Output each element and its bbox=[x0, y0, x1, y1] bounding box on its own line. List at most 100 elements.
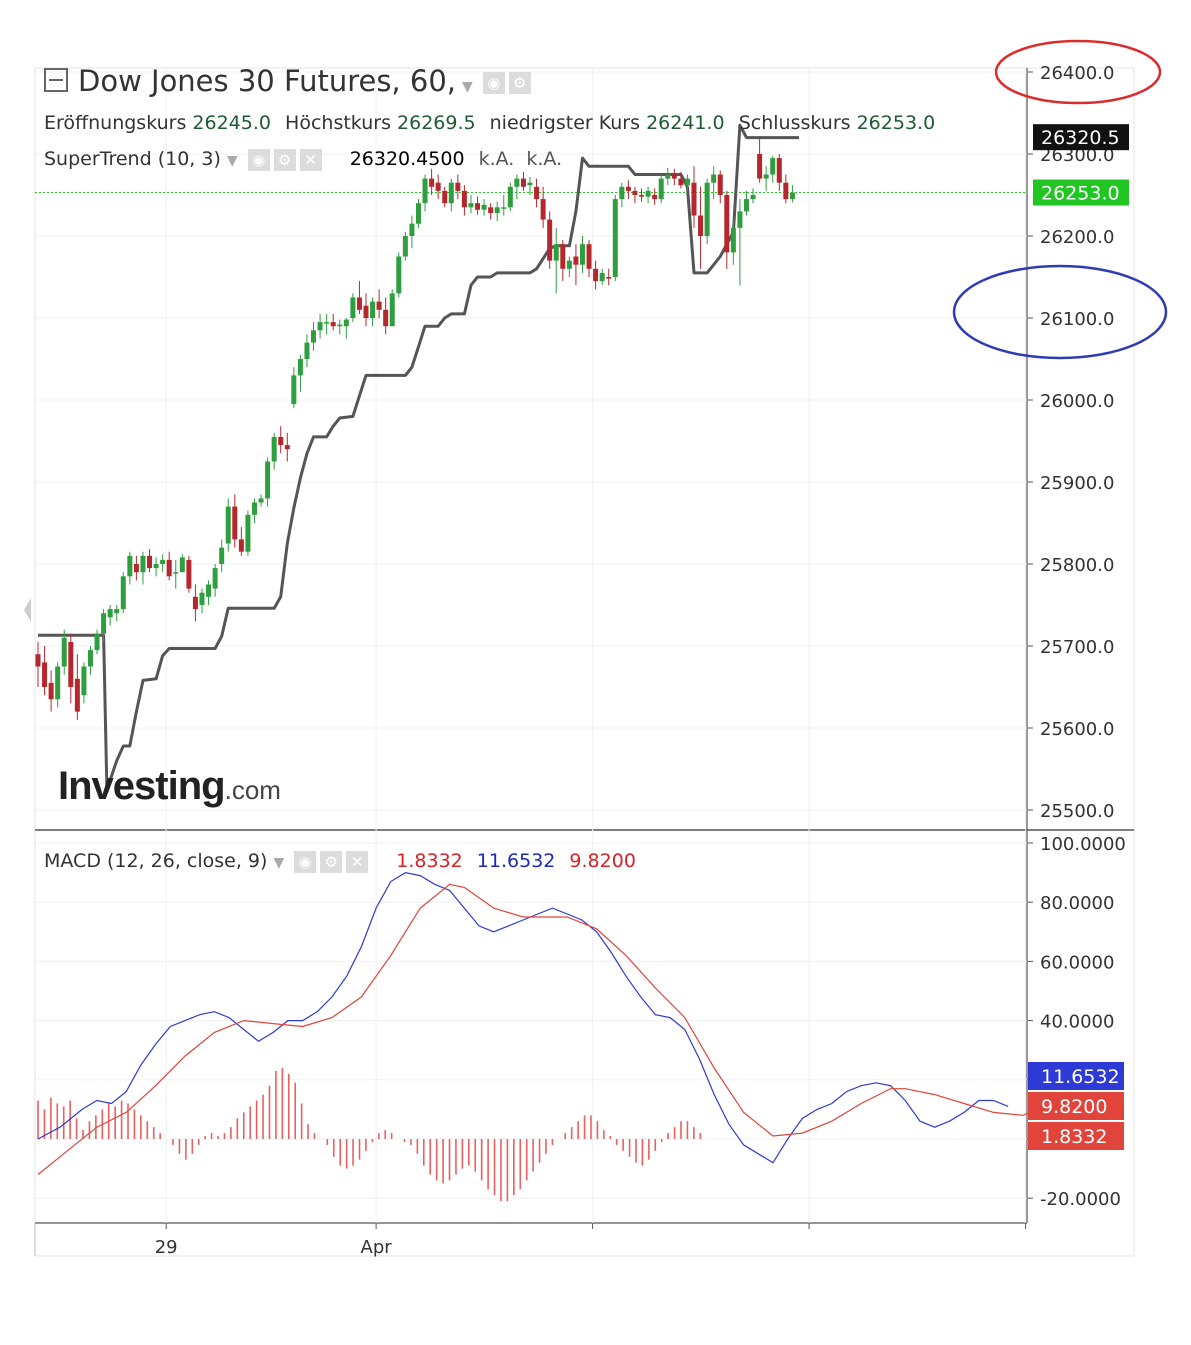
candle-body bbox=[199, 592, 205, 605]
gear-icon[interactable]: ⚙ bbox=[508, 72, 531, 94]
gear-icon[interactable]: ⚙ bbox=[273, 148, 296, 171]
candle-body bbox=[87, 650, 93, 667]
supertrend-line bbox=[38, 123, 799, 791]
candle-body bbox=[304, 342, 310, 359]
macd-legend[interactable]: MACD (12, 26, close, 9) ▼ ◉ ⚙ ✕ 1.8332 11.65… bbox=[44, 850, 636, 873]
candle-body bbox=[579, 244, 585, 265]
macd-hist-value: 1.8332 bbox=[396, 850, 463, 872]
macd-tick-label: 60.0000 bbox=[1040, 952, 1114, 973]
candle-body bbox=[540, 199, 546, 220]
candle-body bbox=[724, 195, 730, 253]
candle-body bbox=[429, 178, 435, 187]
candle-body bbox=[520, 178, 526, 187]
candle-body bbox=[114, 609, 120, 614]
price-tick-label: 25800.0 bbox=[1040, 555, 1114, 576]
supertrend-value: 26320.4500 bbox=[349, 148, 465, 170]
candle-body bbox=[435, 182, 441, 191]
candle-body bbox=[153, 564, 159, 569]
candle-body bbox=[383, 309, 389, 327]
candle-body bbox=[55, 666, 61, 700]
time-tick-label: 29 bbox=[155, 1237, 178, 1258]
annotation-red-ellipse bbox=[994, 39, 1162, 105]
close-icon[interactable]: ✕ bbox=[299, 148, 322, 171]
supertrend-price-badge: 26320.5 bbox=[1041, 127, 1120, 149]
eye-icon[interactable]: ◉ bbox=[294, 850, 317, 873]
candle-body bbox=[691, 182, 697, 216]
ohlc-row: Eröffnungskurs 26245.0 Höchstkurs 26269.… bbox=[44, 112, 943, 134]
open-label: Eröffnungskurs bbox=[44, 112, 187, 134]
candle-body bbox=[527, 182, 533, 186]
macd-tick-label: 80.0000 bbox=[1040, 893, 1114, 914]
candle-body bbox=[245, 514, 251, 552]
price-tick-label: 26400.0 bbox=[1040, 63, 1114, 84]
candle-body bbox=[363, 305, 369, 318]
candle-body bbox=[376, 301, 382, 310]
price-tick-label: 25900.0 bbox=[1040, 473, 1114, 494]
candle-body bbox=[219, 547, 225, 564]
candle-body bbox=[488, 207, 494, 214]
candle-body bbox=[422, 178, 428, 204]
eye-icon[interactable]: ◉ bbox=[482, 72, 505, 94]
candle-body bbox=[48, 682, 54, 700]
price-tick-label: 26200.0 bbox=[1040, 227, 1114, 248]
eye-icon[interactable]: ◉ bbox=[247, 148, 270, 171]
candle-body bbox=[317, 322, 323, 331]
chevron-down-icon[interactable]: ▼ bbox=[226, 153, 238, 169]
supertrend-label: SuperTrend (10, 3) bbox=[44, 148, 221, 170]
chevron-down-icon[interactable]: ▼ bbox=[273, 855, 285, 871]
candle-body bbox=[475, 203, 481, 210]
candle-body bbox=[265, 461, 271, 499]
candle-body bbox=[560, 244, 566, 269]
chevron-down-icon[interactable]: ▼ bbox=[462, 79, 473, 95]
signal-line bbox=[37, 883, 1038, 1175]
candle-body bbox=[271, 436, 277, 462]
candle-body bbox=[330, 322, 336, 327]
close-icon[interactable]: ✕ bbox=[346, 850, 369, 873]
macd-line-badge-bg bbox=[1028, 1062, 1124, 1090]
candle-body bbox=[743, 199, 749, 212]
candle-body bbox=[311, 330, 317, 343]
supertrend-na-2: k.A. bbox=[526, 148, 563, 170]
candle-body bbox=[68, 641, 74, 687]
candle-body bbox=[684, 178, 690, 186]
candle-body bbox=[501, 207, 507, 209]
gear-icon[interactable]: ⚙ bbox=[320, 850, 343, 873]
supertrend-price-badge-bg bbox=[1033, 124, 1129, 151]
close-label: Schlusskurs bbox=[738, 112, 851, 134]
candle-body bbox=[225, 506, 231, 544]
candle-body bbox=[415, 203, 421, 224]
candle-body bbox=[61, 637, 67, 667]
candle-body bbox=[612, 199, 618, 277]
candle-body bbox=[350, 297, 356, 318]
candle-body bbox=[278, 436, 284, 446]
candle-body bbox=[251, 502, 257, 515]
macd-line bbox=[37, 871, 1009, 1164]
candle-body bbox=[494, 207, 500, 214]
candle-body bbox=[409, 223, 415, 236]
left-scroll-handle bbox=[24, 598, 31, 622]
price-tick-label: 26100.0 bbox=[1040, 309, 1114, 330]
candle-body bbox=[461, 190, 467, 208]
price-tick-label: 26300.0 bbox=[1040, 145, 1114, 166]
candle-body bbox=[179, 557, 185, 573]
supertrend-legend[interactable]: SuperTrend (10, 3) ▼ ◉ ⚙ ✕ 26320.4500 k.A. k… bbox=[44, 148, 562, 171]
candle-body bbox=[671, 174, 677, 179]
candle-body bbox=[507, 186, 513, 208]
high-label: Höchstkurs bbox=[285, 112, 391, 134]
macd-tick-label: -20.0000 bbox=[1040, 1189, 1121, 1210]
candle-body bbox=[291, 375, 297, 405]
candle-body bbox=[586, 244, 592, 269]
candle-body bbox=[750, 195, 756, 200]
plot-frame bbox=[34, 67, 1135, 1257]
candle-body bbox=[770, 158, 776, 175]
investing-logo: Investing.com bbox=[58, 764, 281, 809]
candle-body bbox=[737, 211, 743, 228]
histogram-badge: 1.8332 bbox=[1041, 1126, 1107, 1148]
candle-body bbox=[763, 174, 769, 179]
collapse-icon[interactable] bbox=[44, 68, 68, 92]
chart-title-row: Dow Jones 30 Futures, 60, ▼ ◉ ⚙ bbox=[44, 64, 535, 98]
candle-body bbox=[599, 272, 605, 282]
candle-body bbox=[619, 186, 625, 200]
candle-body bbox=[396, 256, 402, 294]
